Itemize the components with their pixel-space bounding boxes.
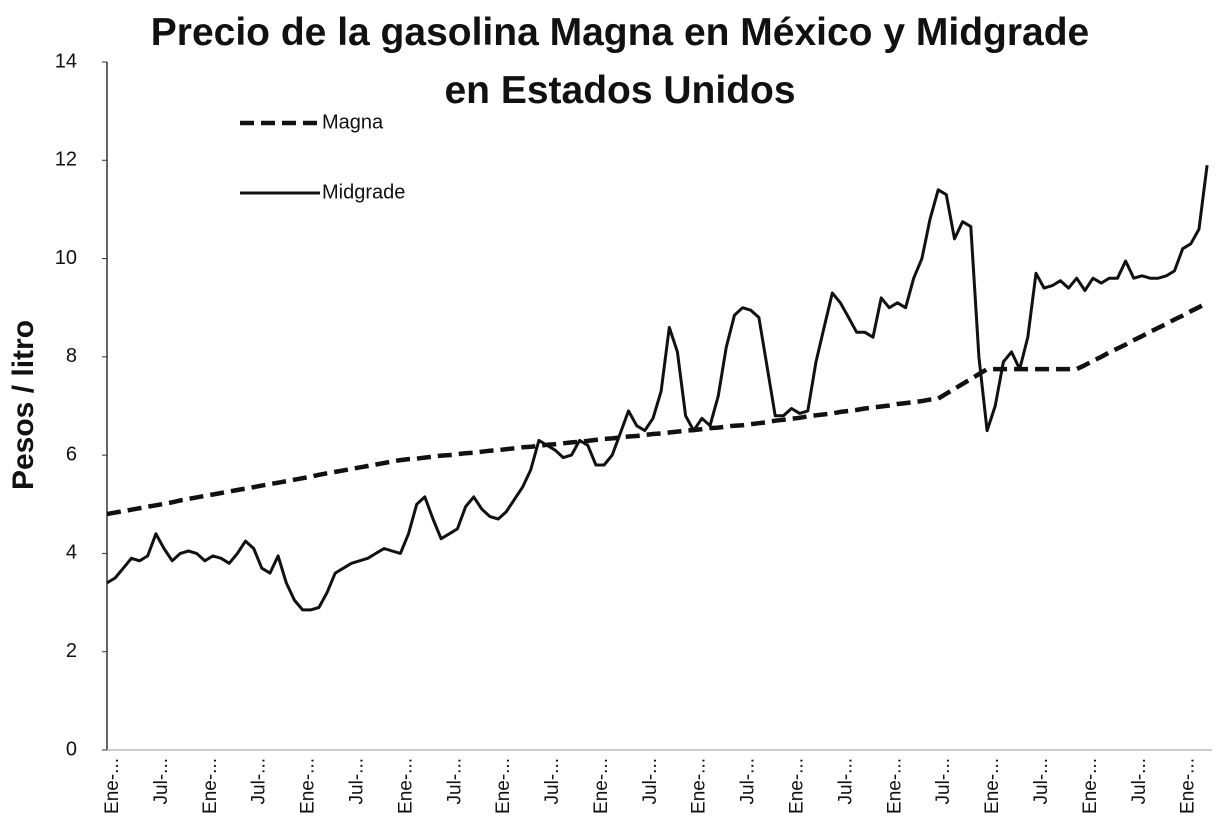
- x-tick-label: Jul-...: [640, 758, 661, 804]
- x-tick-label: Ene-...: [591, 758, 612, 814]
- x-tick-label: Jul-...: [835, 758, 856, 804]
- x-tick-label: Jul-...: [1129, 758, 1150, 804]
- x-tick-label: Jul-...: [1031, 758, 1052, 804]
- x-tick-label: Jul-...: [933, 758, 954, 804]
- x-tick-label: Jul-...: [346, 758, 367, 804]
- x-tick-label: Ene-...: [102, 758, 123, 814]
- x-tick-label: Ene-...: [1178, 758, 1199, 814]
- x-tick-label: Ene-...: [395, 758, 416, 814]
- y-tick-label: 6: [66, 443, 77, 465]
- legend-label: Midgrade: [322, 181, 405, 203]
- line-solid: [106, 165, 1209, 612]
- y-tick-label: 0: [66, 738, 77, 760]
- x-tick-label: Ene-...: [787, 758, 808, 814]
- x-tick-label: Ene-...: [884, 758, 905, 814]
- legend-label: Magna: [322, 111, 384, 133]
- x-tick-label: Jul-...: [738, 758, 759, 804]
- x-tick-label: Jul-...: [542, 758, 563, 804]
- y-tick-label: 2: [66, 640, 77, 662]
- y-tick-label: 8: [66, 345, 77, 367]
- x-tick-label: Ene-...: [493, 758, 514, 814]
- y-tick-label: 10: [55, 247, 77, 269]
- x-tick-label: Ene-...: [298, 758, 319, 814]
- y-tick-label: 12: [55, 149, 77, 171]
- x-tick-label: Jul-...: [444, 758, 465, 804]
- chart-title: Precio de la gasolina Magna en México y …: [150, 11, 1090, 112]
- x-tick-label: Jul-...: [151, 758, 172, 804]
- x-tick-label: Ene-...: [689, 758, 710, 814]
- x-tick-label: Ene-...: [1080, 758, 1101, 814]
- y-tick-label: 14: [55, 50, 77, 72]
- x-tick-label: Jul-...: [249, 758, 270, 804]
- x-tick-label: Ene-...: [200, 758, 221, 814]
- line-dashed: [106, 300, 1209, 517]
- y-tick-label: 4: [66, 542, 77, 564]
- x-tick-label: Ene-...: [982, 758, 1003, 814]
- y-axis-label: Pesos / litro: [7, 320, 40, 490]
